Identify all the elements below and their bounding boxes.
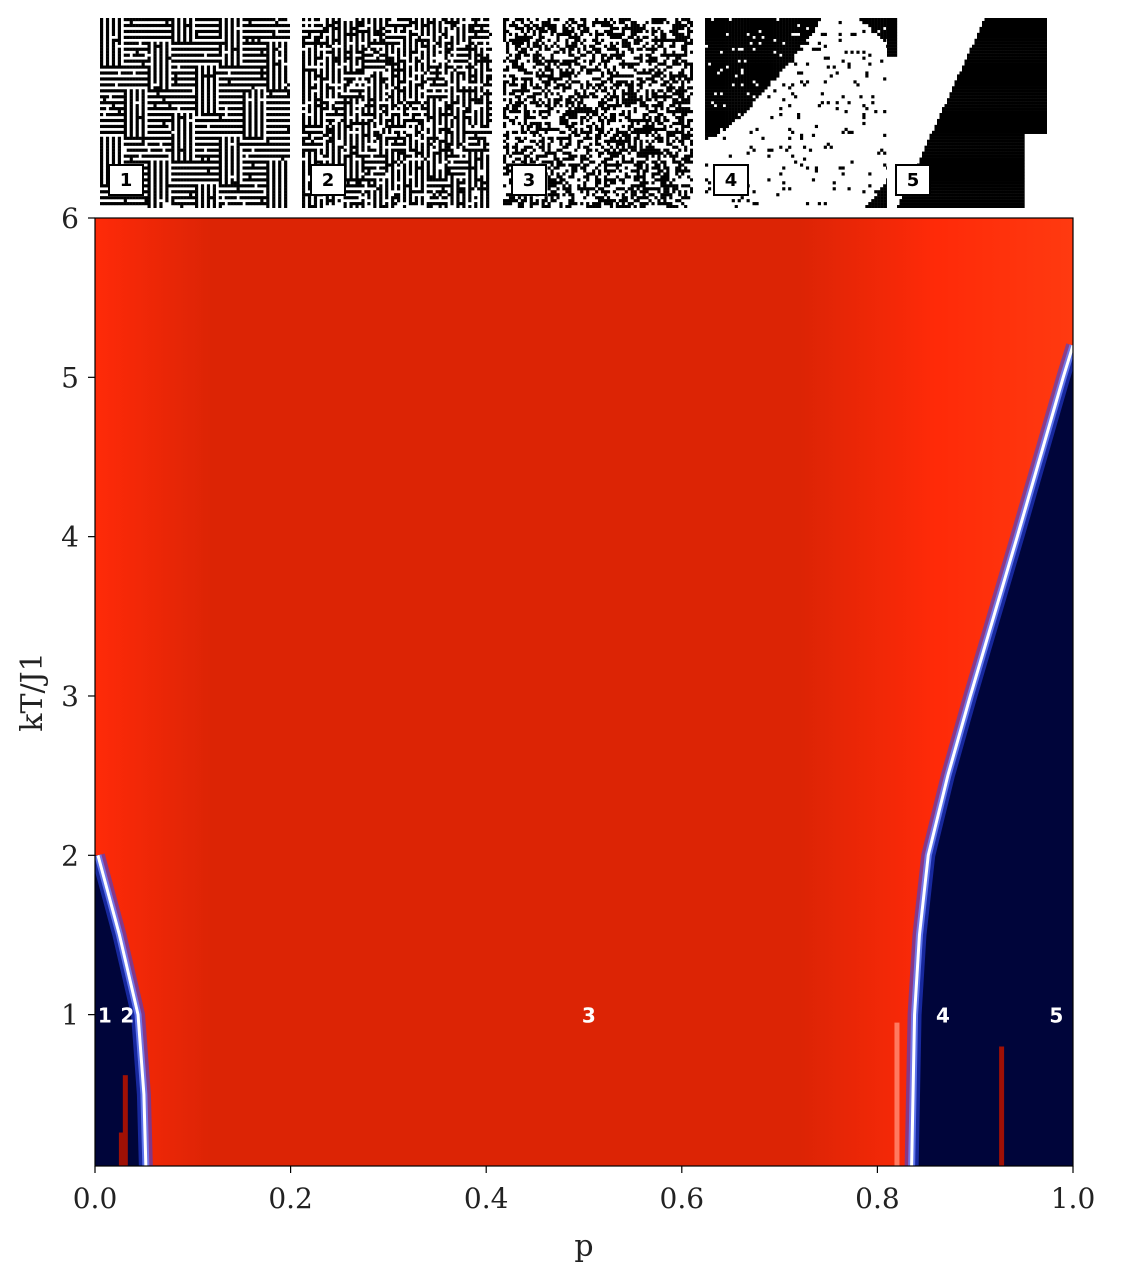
- region-label-5: 5: [1049, 1004, 1063, 1028]
- snapshot-inset-1: 1: [100, 18, 290, 208]
- inset-label-2: 2: [310, 164, 346, 196]
- x-tick-label: 0.2: [268, 1182, 313, 1215]
- inset-label-5: 5: [895, 164, 931, 196]
- lattice-snapshot: [887, 18, 1047, 208]
- artifact-bar: [894, 1022, 900, 1166]
- ordered-phase-left: [95, 855, 146, 1166]
- region-label-1: 1: [98, 1004, 112, 1028]
- plot-frame: [94, 217, 1074, 1167]
- snapshot-inset-2: 2: [302, 18, 492, 208]
- y-tick-label: 1: [61, 999, 79, 1032]
- right-phase-boundary-white: [910, 345, 1073, 1166]
- y-tick-label: 2: [61, 839, 79, 872]
- x-tick-label: 0.8: [855, 1182, 900, 1215]
- artifact-bar: [118, 1132, 124, 1166]
- x-tick-label: 1.0: [1051, 1182, 1096, 1215]
- artifact-bar: [999, 1046, 1005, 1166]
- y-tick-label: 3: [61, 680, 79, 713]
- lattice-snapshot: [503, 18, 693, 208]
- y-tick-label: 5: [61, 361, 79, 394]
- x-tick-label: 0.0: [73, 1182, 118, 1215]
- region-label-4: 4: [936, 1004, 950, 1028]
- y-tick-label: 6: [61, 202, 79, 235]
- snapshot-inset-4: 4: [705, 18, 895, 208]
- x-axis-title: p: [574, 1229, 593, 1264]
- x-tick-label: 0.6: [660, 1182, 705, 1215]
- inset-label-3: 3: [511, 164, 547, 196]
- artifact-bar: [122, 1075, 128, 1166]
- y-axis-title: kT/J1: [15, 652, 50, 731]
- ordered-phase-right: [911, 345, 1073, 1166]
- heatmap-area: [95, 218, 1073, 1166]
- region-label-2: 2: [120, 1004, 134, 1028]
- snapshot-inset-5: 5: [887, 18, 1047, 208]
- inset-label-4: 4: [713, 164, 749, 196]
- x-tick-label: 0.4: [464, 1182, 509, 1215]
- left-phase-boundary-white: [96, 854, 148, 1166]
- inset-label-1: 1: [108, 164, 144, 196]
- region-label-3: 3: [582, 1004, 596, 1028]
- snapshot-inset-3: 3: [503, 18, 693, 208]
- y-tick-label: 4: [61, 521, 79, 554]
- lattice-snapshot: [100, 18, 290, 208]
